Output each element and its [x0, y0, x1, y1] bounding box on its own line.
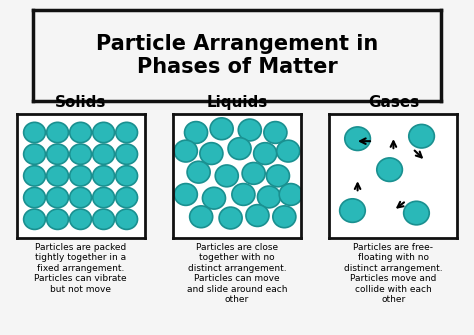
- Ellipse shape: [93, 166, 115, 186]
- Ellipse shape: [24, 166, 46, 186]
- Ellipse shape: [46, 166, 68, 186]
- Ellipse shape: [70, 122, 91, 143]
- Ellipse shape: [174, 184, 197, 205]
- Ellipse shape: [254, 143, 277, 164]
- Ellipse shape: [264, 122, 287, 143]
- Ellipse shape: [273, 206, 296, 228]
- Ellipse shape: [116, 166, 137, 186]
- Text: Particles are free-
floating with no
distinct arrangement.
Particles move and
co: Particles are free- floating with no dis…: [344, 243, 443, 304]
- Ellipse shape: [219, 207, 242, 229]
- Text: Liquids: Liquids: [206, 95, 268, 110]
- Ellipse shape: [404, 201, 429, 225]
- Ellipse shape: [409, 124, 434, 148]
- Text: Particle Arrangement in
Phases of Matter: Particle Arrangement in Phases of Matter: [96, 34, 378, 77]
- Ellipse shape: [340, 199, 365, 222]
- Ellipse shape: [116, 187, 137, 208]
- Ellipse shape: [116, 209, 137, 229]
- Text: Solids: Solids: [55, 95, 106, 110]
- Ellipse shape: [246, 205, 269, 226]
- Ellipse shape: [266, 165, 290, 187]
- Ellipse shape: [70, 187, 91, 208]
- Ellipse shape: [116, 122, 137, 143]
- Ellipse shape: [215, 165, 238, 187]
- Ellipse shape: [257, 186, 281, 208]
- Ellipse shape: [228, 138, 251, 159]
- Ellipse shape: [238, 119, 261, 141]
- Ellipse shape: [70, 209, 91, 229]
- Text: Particles are close
together with no
distinct arrangement.
Particles can move
an: Particles are close together with no dis…: [187, 243, 287, 304]
- Ellipse shape: [277, 140, 300, 162]
- Ellipse shape: [46, 187, 68, 208]
- Ellipse shape: [200, 143, 223, 164]
- Ellipse shape: [93, 144, 115, 164]
- Ellipse shape: [242, 162, 265, 184]
- Ellipse shape: [24, 187, 46, 208]
- Ellipse shape: [24, 122, 46, 143]
- Ellipse shape: [70, 144, 91, 164]
- Ellipse shape: [210, 118, 233, 140]
- Ellipse shape: [187, 161, 210, 183]
- Ellipse shape: [46, 122, 68, 143]
- Text: Gases: Gases: [368, 95, 419, 110]
- Ellipse shape: [93, 122, 115, 143]
- Ellipse shape: [279, 184, 302, 205]
- Ellipse shape: [174, 140, 197, 162]
- Ellipse shape: [46, 144, 68, 164]
- Ellipse shape: [202, 187, 226, 209]
- Ellipse shape: [345, 127, 370, 150]
- Ellipse shape: [184, 122, 208, 143]
- Ellipse shape: [377, 158, 402, 182]
- Ellipse shape: [46, 209, 68, 229]
- Ellipse shape: [93, 187, 115, 208]
- Text: Particles are packed
tightly together in a
fixed arrangement.
Particles can vibr: Particles are packed tightly together in…: [34, 243, 127, 293]
- Ellipse shape: [116, 144, 137, 164]
- Ellipse shape: [93, 209, 115, 229]
- Ellipse shape: [232, 184, 255, 205]
- Ellipse shape: [24, 209, 46, 229]
- Ellipse shape: [70, 166, 91, 186]
- Ellipse shape: [190, 206, 213, 228]
- Ellipse shape: [24, 144, 46, 164]
